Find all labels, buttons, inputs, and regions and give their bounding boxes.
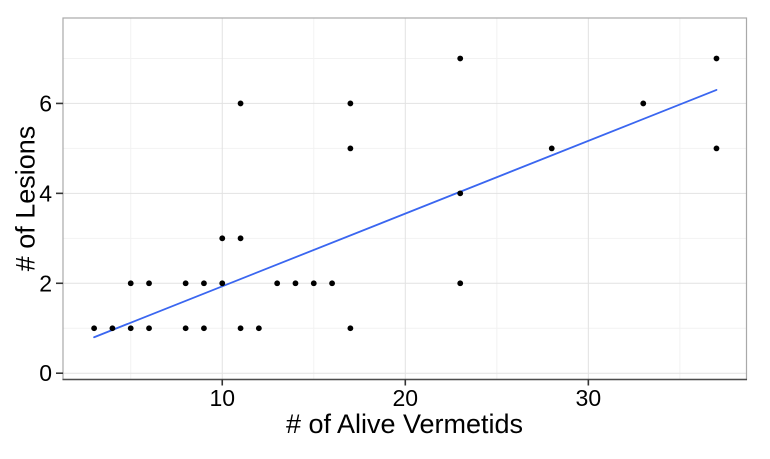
data-point [109, 325, 116, 332]
data-point [548, 145, 555, 152]
data-point [146, 280, 152, 287]
plot-panel [63, 18, 747, 380]
y-tick-label: 4 [39, 180, 52, 206]
data-point [640, 100, 647, 107]
trend-line [93, 89, 718, 339]
y-tick-label: 6 [39, 90, 52, 116]
data-point [457, 190, 464, 197]
data-point [91, 325, 98, 332]
data-point [219, 235, 226, 242]
data-point [237, 235, 244, 242]
x-axis-title: # of Alive Vermetids [285, 409, 524, 439]
data-point [713, 145, 720, 152]
data-point [713, 55, 720, 62]
data-point [457, 280, 464, 287]
data-point [219, 280, 226, 287]
y-tick-label: 2 [39, 270, 52, 296]
data-point [255, 325, 262, 332]
y-axis-title: # of Lesions [10, 125, 41, 272]
x-tick-label: 10 [209, 385, 235, 411]
data-point [347, 145, 354, 152]
data-point [201, 280, 207, 287]
data-point [329, 280, 335, 287]
data-point [146, 325, 152, 332]
y-axis-title-container: # of Lesions [6, 0, 46, 397]
data-point [182, 325, 189, 332]
y-tick-label: 0 [39, 360, 52, 386]
data-point [292, 280, 299, 287]
x-tick-label: 30 [576, 385, 602, 411]
data-point [310, 280, 317, 287]
data-point [237, 100, 244, 107]
data-point [347, 325, 354, 332]
data-point [457, 55, 464, 62]
data-point [127, 280, 134, 287]
x-tick-label: 20 [393, 385, 419, 411]
data-point [182, 280, 189, 287]
data-point [274, 280, 281, 287]
data-point [347, 100, 354, 107]
data-point [201, 325, 207, 332]
data-point [237, 325, 244, 332]
data-point [127, 325, 134, 332]
